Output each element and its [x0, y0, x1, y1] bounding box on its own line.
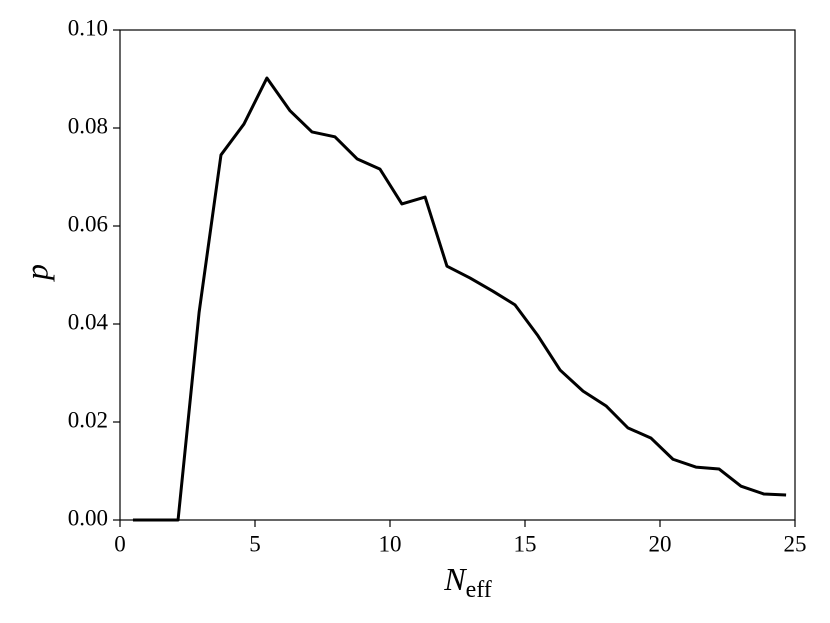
- x-tick-label: 0: [114, 531, 126, 556]
- y-tick-label: 0.10: [68, 15, 108, 40]
- plot-frame: [119, 29, 796, 521]
- x-label-subscript: eff: [466, 577, 492, 603]
- x-tick-label: 20: [649, 531, 672, 556]
- x-label-symbol: N: [443, 561, 467, 597]
- x-tick-label: 25: [784, 531, 807, 556]
- x-tick-label: 5: [249, 531, 261, 556]
- y-axis-label: p: [18, 264, 54, 282]
- y-tick-label: 0.00: [68, 505, 108, 530]
- y-tick-label: 0.06: [68, 211, 108, 236]
- data-line: [132, 76, 787, 522]
- x-tick-label: 15: [514, 531, 537, 556]
- y-tick-label: 0.08: [68, 113, 108, 138]
- x-axis-label: Neff: [443, 561, 492, 602]
- y-tick-label: 0.02: [68, 407, 108, 432]
- x-tick-label: 10: [379, 531, 402, 556]
- y-tick-label: 0.04: [68, 309, 109, 334]
